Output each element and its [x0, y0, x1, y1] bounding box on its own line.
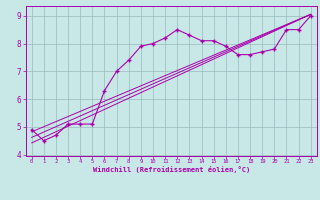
X-axis label: Windchill (Refroidissement éolien,°C): Windchill (Refroidissement éolien,°C) [92, 166, 250, 173]
